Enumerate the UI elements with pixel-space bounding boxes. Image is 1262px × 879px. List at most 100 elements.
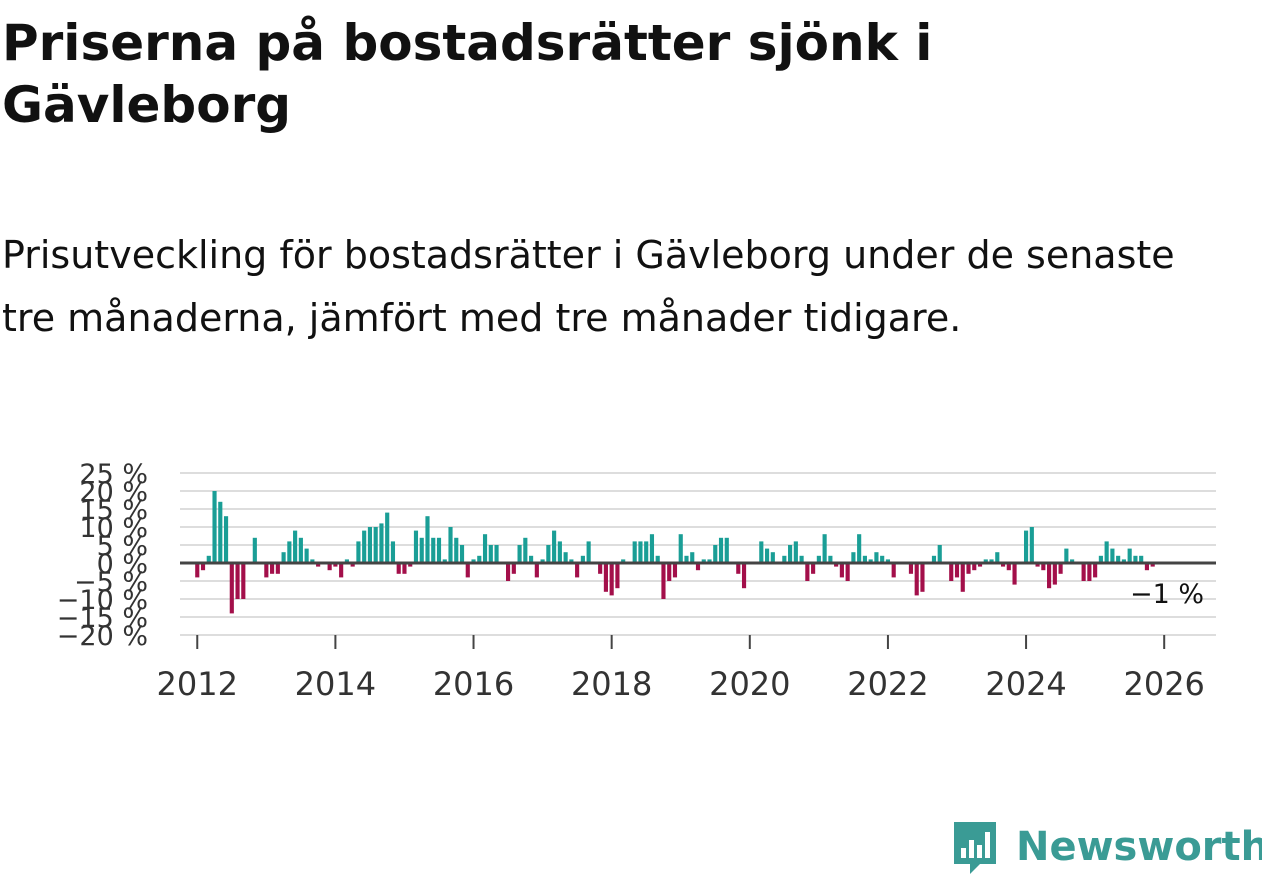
x-tick-label: 2014: [295, 665, 376, 703]
bar: [264, 563, 269, 578]
last-value-label: −1 %: [1130, 579, 1204, 610]
bar: [1093, 563, 1098, 578]
bar: [983, 559, 988, 563]
bar: [534, 563, 539, 578]
bar: [419, 537, 424, 563]
bar: [1041, 563, 1046, 571]
bar: [402, 563, 407, 574]
bar: [678, 534, 683, 563]
bar: [839, 563, 844, 578]
y-tick-label: 10 %: [79, 513, 148, 544]
bar: [828, 555, 833, 563]
bar: [862, 555, 867, 563]
bar: [885, 559, 891, 563]
bar-series: [195, 491, 1155, 614]
bar: [505, 563, 511, 581]
bar: [310, 559, 315, 563]
bar: [793, 541, 798, 563]
bar: [373, 527, 378, 563]
x-axis-ticks: 2012 2014 2016 2018 2020 2022 2024 2026: [157, 635, 1205, 703]
bar: [954, 563, 960, 578]
bar: [425, 516, 430, 563]
bar: [811, 563, 816, 574]
bar: [385, 512, 390, 563]
bar: [511, 563, 516, 574]
chart-subtitle: Prisutveckling för bostadsrätter i Gävle…: [2, 233, 1175, 340]
bar: [408, 563, 413, 567]
bar: [1121, 559, 1126, 563]
bar: [350, 563, 355, 567]
bar: [339, 563, 344, 578]
bar: [1012, 563, 1017, 585]
bar: [304, 548, 309, 563]
bar: [816, 555, 821, 563]
y-tick-label: 15 %: [79, 495, 148, 526]
bar: [1098, 555, 1103, 563]
bar: [661, 563, 666, 599]
y-tick-label: −15 %: [57, 603, 148, 634]
bar: [632, 541, 637, 563]
bar: [529, 555, 534, 563]
bar: [575, 563, 580, 578]
bar: [517, 545, 522, 563]
bar: [770, 552, 775, 563]
x-tick-label: 2022: [847, 665, 928, 703]
bar: [241, 563, 246, 599]
bar: [459, 545, 465, 563]
bar: [615, 563, 620, 589]
bar: [212, 491, 217, 563]
x-tick-label: 2024: [985, 665, 1066, 703]
bar: [396, 563, 401, 574]
bar: [736, 563, 741, 574]
bar: [557, 541, 562, 563]
bar: [672, 563, 678, 578]
bar: [390, 541, 396, 563]
bar: [270, 563, 275, 574]
bar: [494, 545, 499, 563]
bar: [454, 537, 459, 563]
bar: [920, 563, 925, 592]
bar: [1064, 548, 1069, 563]
bar: [1127, 548, 1132, 563]
x-tick-label: 2012: [157, 665, 238, 703]
bar: [603, 563, 608, 592]
newsworthy-logo[interactable]: Newsworthy: [950, 818, 1262, 876]
bar: [563, 552, 568, 563]
bar: [448, 527, 453, 563]
bar: [655, 555, 660, 563]
bar: [1052, 563, 1057, 585]
bar: [764, 548, 770, 563]
bar: [344, 559, 349, 563]
bar: [649, 534, 655, 563]
grid-lines: [180, 472, 1216, 636]
bar: [891, 563, 896, 578]
bar: [1116, 555, 1121, 563]
y-tick-label: 0 %: [97, 549, 148, 580]
bar: [431, 537, 436, 563]
bar: [223, 516, 229, 563]
bar: [569, 559, 574, 563]
bar: [741, 563, 747, 589]
bar: [851, 552, 856, 563]
bar: [379, 523, 384, 563]
bar: [598, 563, 603, 574]
bar: [442, 559, 447, 563]
bar: [1087, 563, 1092, 581]
bar: [362, 530, 367, 563]
bar: [724, 537, 729, 563]
y-axis-ticks: 25 %20 %15 %10 %5 %0 %−5 %−10 %−15 %−20 …: [57, 459, 148, 652]
bar: [718, 537, 724, 563]
bar: [638, 541, 643, 563]
bar: [356, 541, 361, 563]
bar: [1047, 563, 1052, 589]
bar: [1150, 563, 1155, 567]
bar: [782, 555, 787, 563]
bar: [333, 563, 338, 567]
bar: [1133, 555, 1138, 563]
newsworthy-logo-icon: [954, 822, 996, 874]
bar: [684, 555, 689, 563]
bar: [914, 563, 919, 596]
bar: [609, 563, 614, 596]
bar: [275, 563, 280, 574]
y-tick-label: 20 %: [79, 477, 148, 508]
